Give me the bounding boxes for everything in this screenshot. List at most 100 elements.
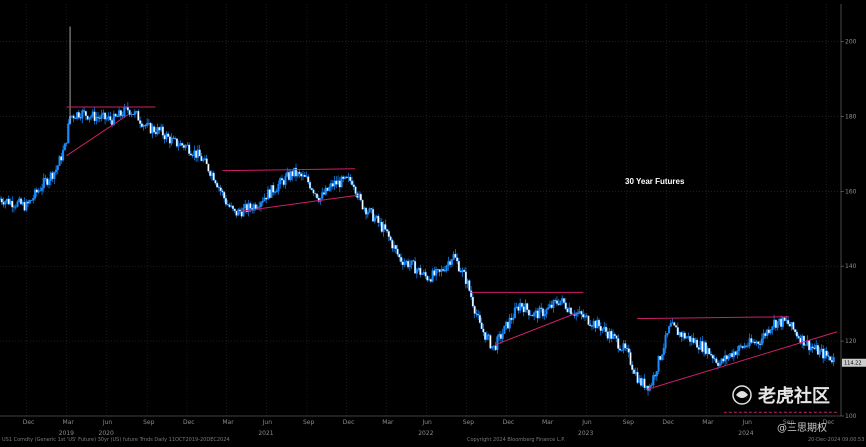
candle-body: [671, 322, 674, 324]
candle-body: [67, 123, 70, 144]
candle-body: [517, 306, 520, 311]
candle-body: [631, 364, 634, 370]
candle-body: [704, 342, 707, 355]
candle-body: [708, 348, 711, 355]
candle-body: [144, 125, 147, 127]
candle-body: [315, 193, 319, 199]
candle-body: [643, 378, 646, 389]
candle-body: [146, 123, 149, 126]
x-tick-label: Jun: [102, 419, 113, 426]
x-tick-label: Sep: [463, 419, 475, 426]
candle-body: [74, 117, 77, 119]
candle-body: [137, 111, 140, 121]
candle-body: [123, 107, 126, 117]
candle-body: [725, 355, 728, 360]
candle-body: [86, 115, 89, 120]
candle-body: [510, 317, 513, 320]
candle-body: [335, 180, 338, 185]
candle-body: [359, 193, 362, 201]
candle-body: [610, 330, 613, 339]
candle-body: [710, 353, 713, 356]
candle-body: [228, 204, 231, 207]
candle-body: [217, 187, 220, 188]
candle-body: [389, 236, 392, 241]
candle-body: [564, 302, 567, 309]
candle-body: [298, 171, 301, 174]
x-tick-label: Dec: [183, 419, 195, 426]
candlesticks: [0, 26, 835, 396]
x-tick-label: Sep: [143, 419, 155, 426]
x-axis: Dec 2019 Mar 2020 Jun Sep Dec Mar 2021 Jun Sep Dec M…: [0, 415, 841, 437]
candle-body: [95, 116, 98, 122]
candle-body: [632, 369, 636, 374]
candle-body: [163, 135, 166, 140]
candle-body: [91, 111, 94, 117]
candle-body: [100, 114, 103, 119]
candle-body: [193, 150, 196, 156]
candle-body: [165, 133, 168, 140]
candle-body: [718, 363, 721, 367]
candle-body: [142, 125, 145, 127]
candle-body: [326, 187, 329, 191]
candle-body: [753, 341, 756, 344]
candle-body: [792, 322, 795, 330]
candle-body: [342, 176, 345, 179]
candle-body: [540, 307, 543, 309]
candle-body: [90, 116, 93, 118]
candle-body: [338, 180, 341, 188]
candle-body: [158, 127, 161, 131]
x-tick-label: Jun: [581, 419, 592, 426]
candle-body: [412, 260, 415, 262]
candle-body: [524, 303, 527, 313]
candle-body: [54, 169, 58, 173]
candle-body: [762, 333, 765, 339]
candle-body: [398, 254, 401, 258]
candle-body: [296, 171, 299, 177]
candle-body: [795, 331, 798, 337]
candle-body: [783, 317, 786, 321]
candle-body: [240, 211, 243, 217]
candle-body: [350, 180, 354, 185]
candle-body: [265, 197, 268, 200]
candle-body: [104, 112, 107, 120]
candle-body: [655, 371, 658, 377]
candle-body: [102, 112, 105, 115]
candle-body: [797, 336, 800, 339]
candle-body: [589, 324, 592, 327]
candle-body: [627, 348, 630, 353]
candle-body: [689, 336, 692, 342]
candle-body: [384, 224, 387, 230]
watermark-brand: 老虎社区: [758, 385, 830, 407]
last-price-tag: [842, 358, 866, 367]
candle-body: [569, 307, 573, 315]
x-year-label: 2024: [738, 430, 753, 437]
candle-body: [139, 120, 142, 124]
candle-body: [615, 335, 618, 339]
candle-body: [170, 137, 173, 144]
candle-body: [408, 264, 411, 268]
candle-body: [543, 314, 546, 317]
candle-body: [724, 355, 727, 362]
candle-body: [426, 276, 429, 281]
candle-body: [491, 346, 494, 349]
candle-body: [400, 256, 403, 262]
candle-body: [347, 176, 350, 179]
candle-body: [727, 356, 730, 360]
candle-body: [249, 203, 252, 209]
candle-body: [415, 269, 418, 274]
candle-body: [424, 272, 427, 277]
candle-body: [499, 334, 502, 339]
candle-body: [561, 298, 564, 301]
candle-body: [675, 325, 678, 328]
x-tick-label: Dec: [343, 419, 355, 426]
candle-body: [545, 309, 548, 315]
chart-title: 30 Year Futures: [625, 177, 685, 186]
candle-body: [291, 171, 294, 177]
candle-body: [466, 280, 469, 285]
candle-body: [174, 137, 177, 139]
candle-body: [731, 353, 734, 358]
candle-body: [287, 172, 291, 180]
x-tick-label: Mar: [63, 419, 75, 426]
candle-body: [687, 336, 690, 338]
candle-body: [26, 201, 30, 204]
